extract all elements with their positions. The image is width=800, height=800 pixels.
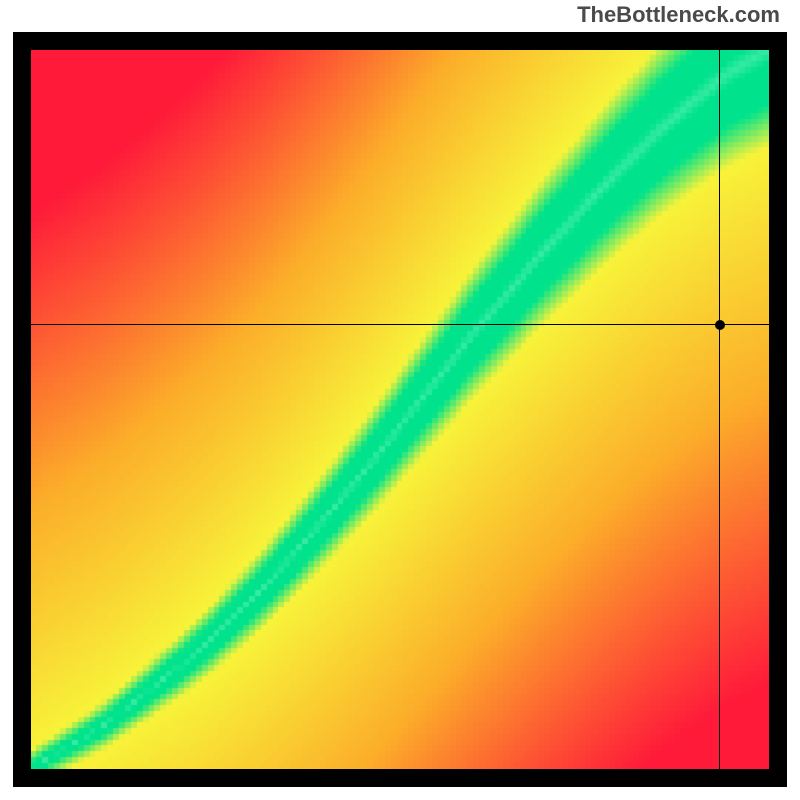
heatmap-canvas	[31, 50, 769, 769]
crosshair-vertical	[719, 50, 720, 769]
attribution-label: TheBottleneck.com	[577, 2, 780, 28]
crosshair-horizontal	[31, 324, 769, 325]
crosshair-marker	[715, 320, 725, 330]
chart-container: TheBottleneck.com	[0, 0, 800, 800]
